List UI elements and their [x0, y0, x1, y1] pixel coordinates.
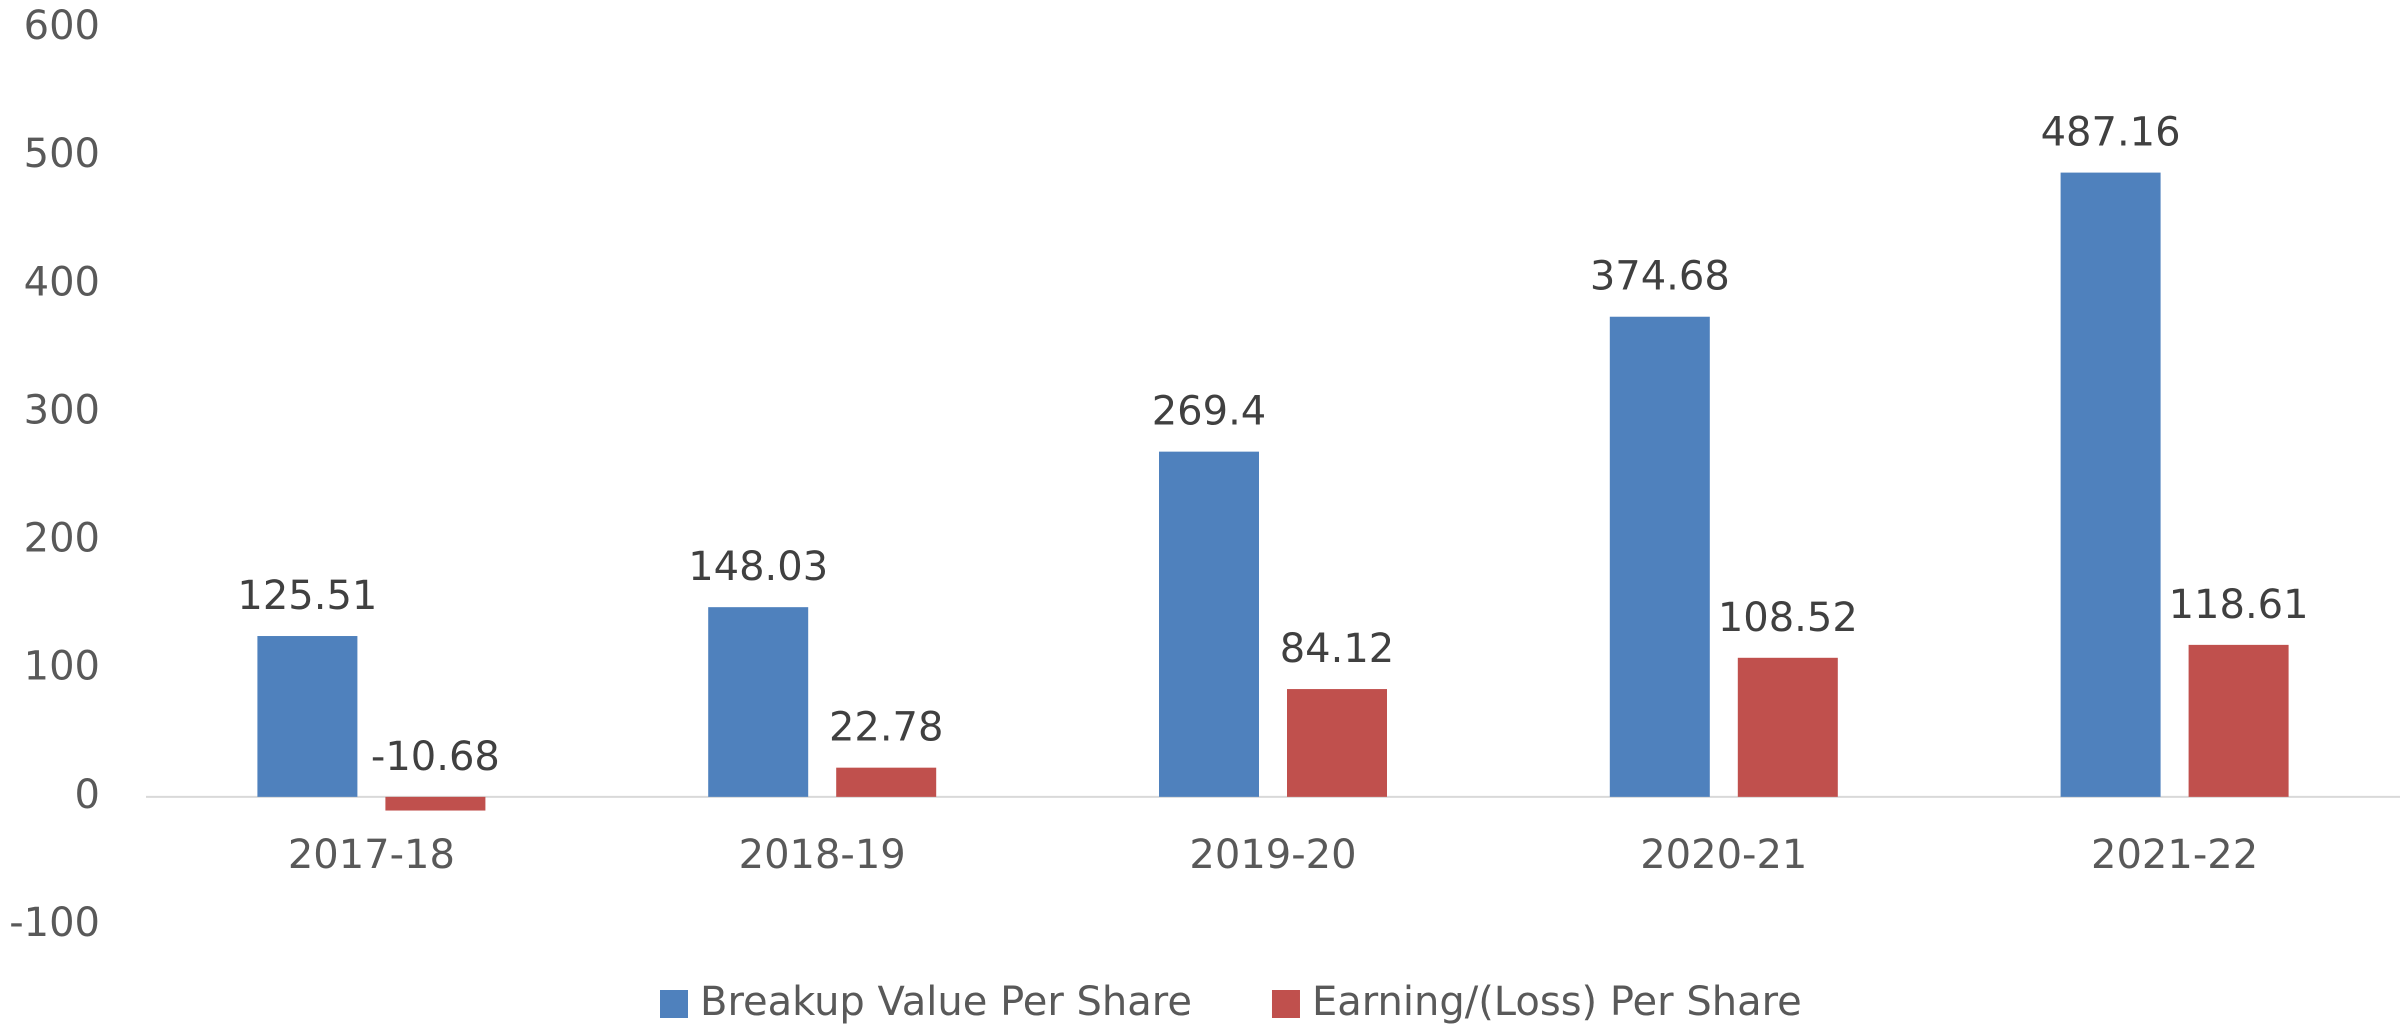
x-tick-label: 2017-18 — [288, 832, 455, 878]
bar — [836, 767, 937, 797]
data-label: 22.78 — [829, 705, 944, 751]
y-tick-label: 300 — [24, 387, 100, 433]
bar — [1737, 657, 1838, 797]
data-label: 374.68 — [1590, 254, 1730, 300]
legend-swatch — [660, 990, 688, 1018]
bar — [1159, 451, 1259, 797]
legend-label: Breakup Value Per Share — [700, 979, 1192, 1025]
bar — [2188, 644, 2289, 797]
x-tick-label: 2021-22 — [2091, 832, 2258, 878]
y-tick-label: -100 — [9, 900, 100, 946]
y-tick-label: 400 — [24, 259, 100, 305]
bar — [1609, 316, 1710, 797]
bar — [708, 607, 809, 797]
legend-swatch — [1271, 990, 1300, 1018]
bar — [1287, 689, 1387, 797]
data-label: 84.12 — [1280, 626, 1395, 672]
data-label: 487.16 — [2041, 110, 2181, 156]
x-tick-label: 2018-19 — [739, 832, 906, 878]
y-tick-label: 200 — [24, 516, 100, 562]
data-label: 125.51 — [237, 573, 377, 619]
bar — [2060, 172, 2161, 797]
y-tick-label: 600 — [24, 3, 100, 49]
y-tick-label: 100 — [24, 644, 100, 690]
bar — [385, 796, 486, 811]
x-tick-label: 2020-21 — [1640, 832, 1807, 878]
y-tick-label: 500 — [24, 131, 100, 177]
data-label: -10.68 — [371, 734, 500, 780]
x-tick-label: 2019-20 — [1189, 832, 1356, 878]
bar — [257, 636, 358, 797]
data-label: 118.61 — [2169, 582, 2309, 628]
y-tick-label: 0 — [75, 772, 100, 818]
legend-label: Earning/(Loss) Per Share — [1312, 979, 1802, 1025]
data-label: 108.52 — [1718, 595, 1858, 641]
data-label: 269.4 — [1152, 389, 1267, 435]
data-label: 148.03 — [688, 544, 828, 590]
